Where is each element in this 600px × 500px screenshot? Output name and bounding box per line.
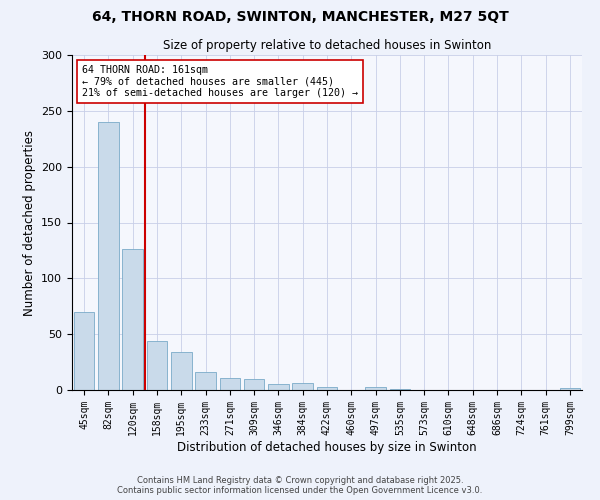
Bar — [146, 341, 167, 390]
Bar — [389, 389, 410, 390]
Bar — [365, 386, 386, 390]
Text: 64, THORN ROAD, SWINTON, MANCHESTER, M27 5QT: 64, THORN ROAD, SWINTON, MANCHESTER, M27… — [92, 10, 508, 24]
Bar — [560, 388, 580, 390]
Title: Size of property relative to detached houses in Swinton: Size of property relative to detached ho… — [163, 40, 491, 52]
Text: 64 THORN ROAD: 161sqm
← 79% of detached houses are smaller (445)
21% of semi-det: 64 THORN ROAD: 161sqm ← 79% of detached … — [82, 65, 358, 98]
Bar — [244, 379, 265, 390]
Bar — [195, 372, 216, 390]
Bar — [268, 384, 289, 390]
Text: Contains HM Land Registry data © Crown copyright and database right 2025.
Contai: Contains HM Land Registry data © Crown c… — [118, 476, 482, 495]
Bar — [220, 378, 240, 390]
Bar — [74, 312, 94, 390]
Bar — [171, 352, 191, 390]
Y-axis label: Number of detached properties: Number of detached properties — [23, 130, 35, 316]
Bar — [122, 250, 143, 390]
Bar — [98, 122, 119, 390]
Bar — [292, 384, 313, 390]
Bar — [317, 386, 337, 390]
X-axis label: Distribution of detached houses by size in Swinton: Distribution of detached houses by size … — [177, 440, 477, 454]
